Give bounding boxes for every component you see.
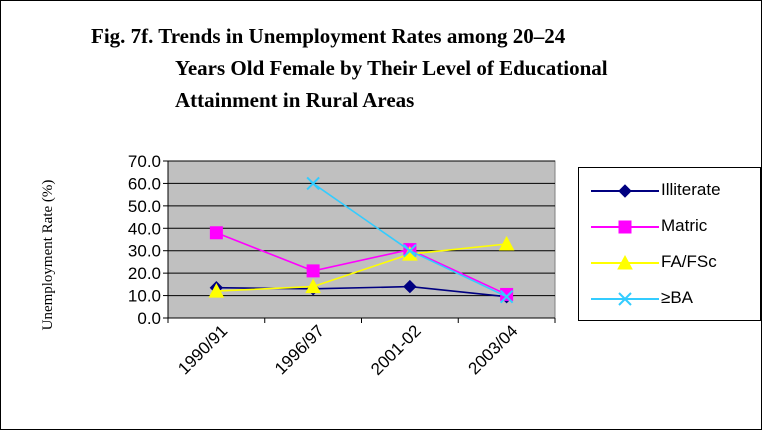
marker-stroke <box>306 176 320 191</box>
legend-label: Matric <box>661 216 708 235</box>
legend-marker <box>618 292 632 306</box>
y-tick-label: 20.0 <box>128 264 161 283</box>
series-1-point <box>209 226 223 240</box>
legend: Illiterate Matric FA/FSc ≥BA <box>578 167 761 321</box>
legend-swatch <box>591 292 659 306</box>
x-tick-label: 2001-02 <box>367 321 425 379</box>
y-tick-label: 60.0 <box>128 174 161 193</box>
series-3-point <box>403 244 417 258</box>
legend-item-3: ≥BA <box>579 284 760 318</box>
series-1-line <box>216 232 507 296</box>
series-3-point <box>499 289 514 304</box>
y-tick-label: 10.0 <box>128 287 161 306</box>
series-0-point <box>403 279 417 294</box>
legend-marker <box>618 220 632 234</box>
y-tick-label: 50.0 <box>128 197 161 216</box>
x-tick-label: 1996/97 <box>271 321 328 378</box>
series-3-point <box>306 176 320 191</box>
marker-stroke <box>499 289 514 304</box>
legend-swatch <box>591 220 659 234</box>
series-1-point <box>306 264 320 278</box>
y-tick-label: 0.0 <box>137 309 161 328</box>
marker-stroke <box>618 292 632 306</box>
legend-label: ≥BA <box>661 288 694 307</box>
legend-item-1: Matric <box>579 212 760 246</box>
legend-marker <box>617 254 633 270</box>
chart-title-line-3: Attainment in Rural Areas <box>175 88 415 112</box>
marker-stroke <box>403 244 417 258</box>
legend-swatch <box>591 254 659 270</box>
plot-background <box>167 160 556 319</box>
chart-title-line-1: Fig. 7f. Trends in Unemployment Rates am… <box>91 24 566 48</box>
legend-label: FA/FSc <box>661 252 717 271</box>
legend-item-0: Illiterate <box>579 176 760 210</box>
series-2-line <box>216 243 507 292</box>
y-tick-label: 30.0 <box>128 242 161 261</box>
x-tick-label: 1990/91 <box>174 321 231 378</box>
legend-marker <box>618 184 632 198</box>
legend-item-2: FA/FSc <box>579 248 760 282</box>
series-2-point <box>208 283 225 298</box>
legend-label: Illiterate <box>661 180 721 199</box>
y-tick-label: 40.0 <box>128 219 161 238</box>
series-2-point <box>305 278 321 294</box>
x-tick-label: 2003/04 <box>465 321 522 378</box>
y-axis-label: Unemployment Rate (%) <box>40 180 56 331</box>
legend-swatch <box>591 184 659 198</box>
chart-title-line-2: Years Old Female by Their Level of Educa… <box>175 56 608 80</box>
y-tick-label: 70.0 <box>128 152 161 171</box>
series-2-point <box>498 235 515 251</box>
